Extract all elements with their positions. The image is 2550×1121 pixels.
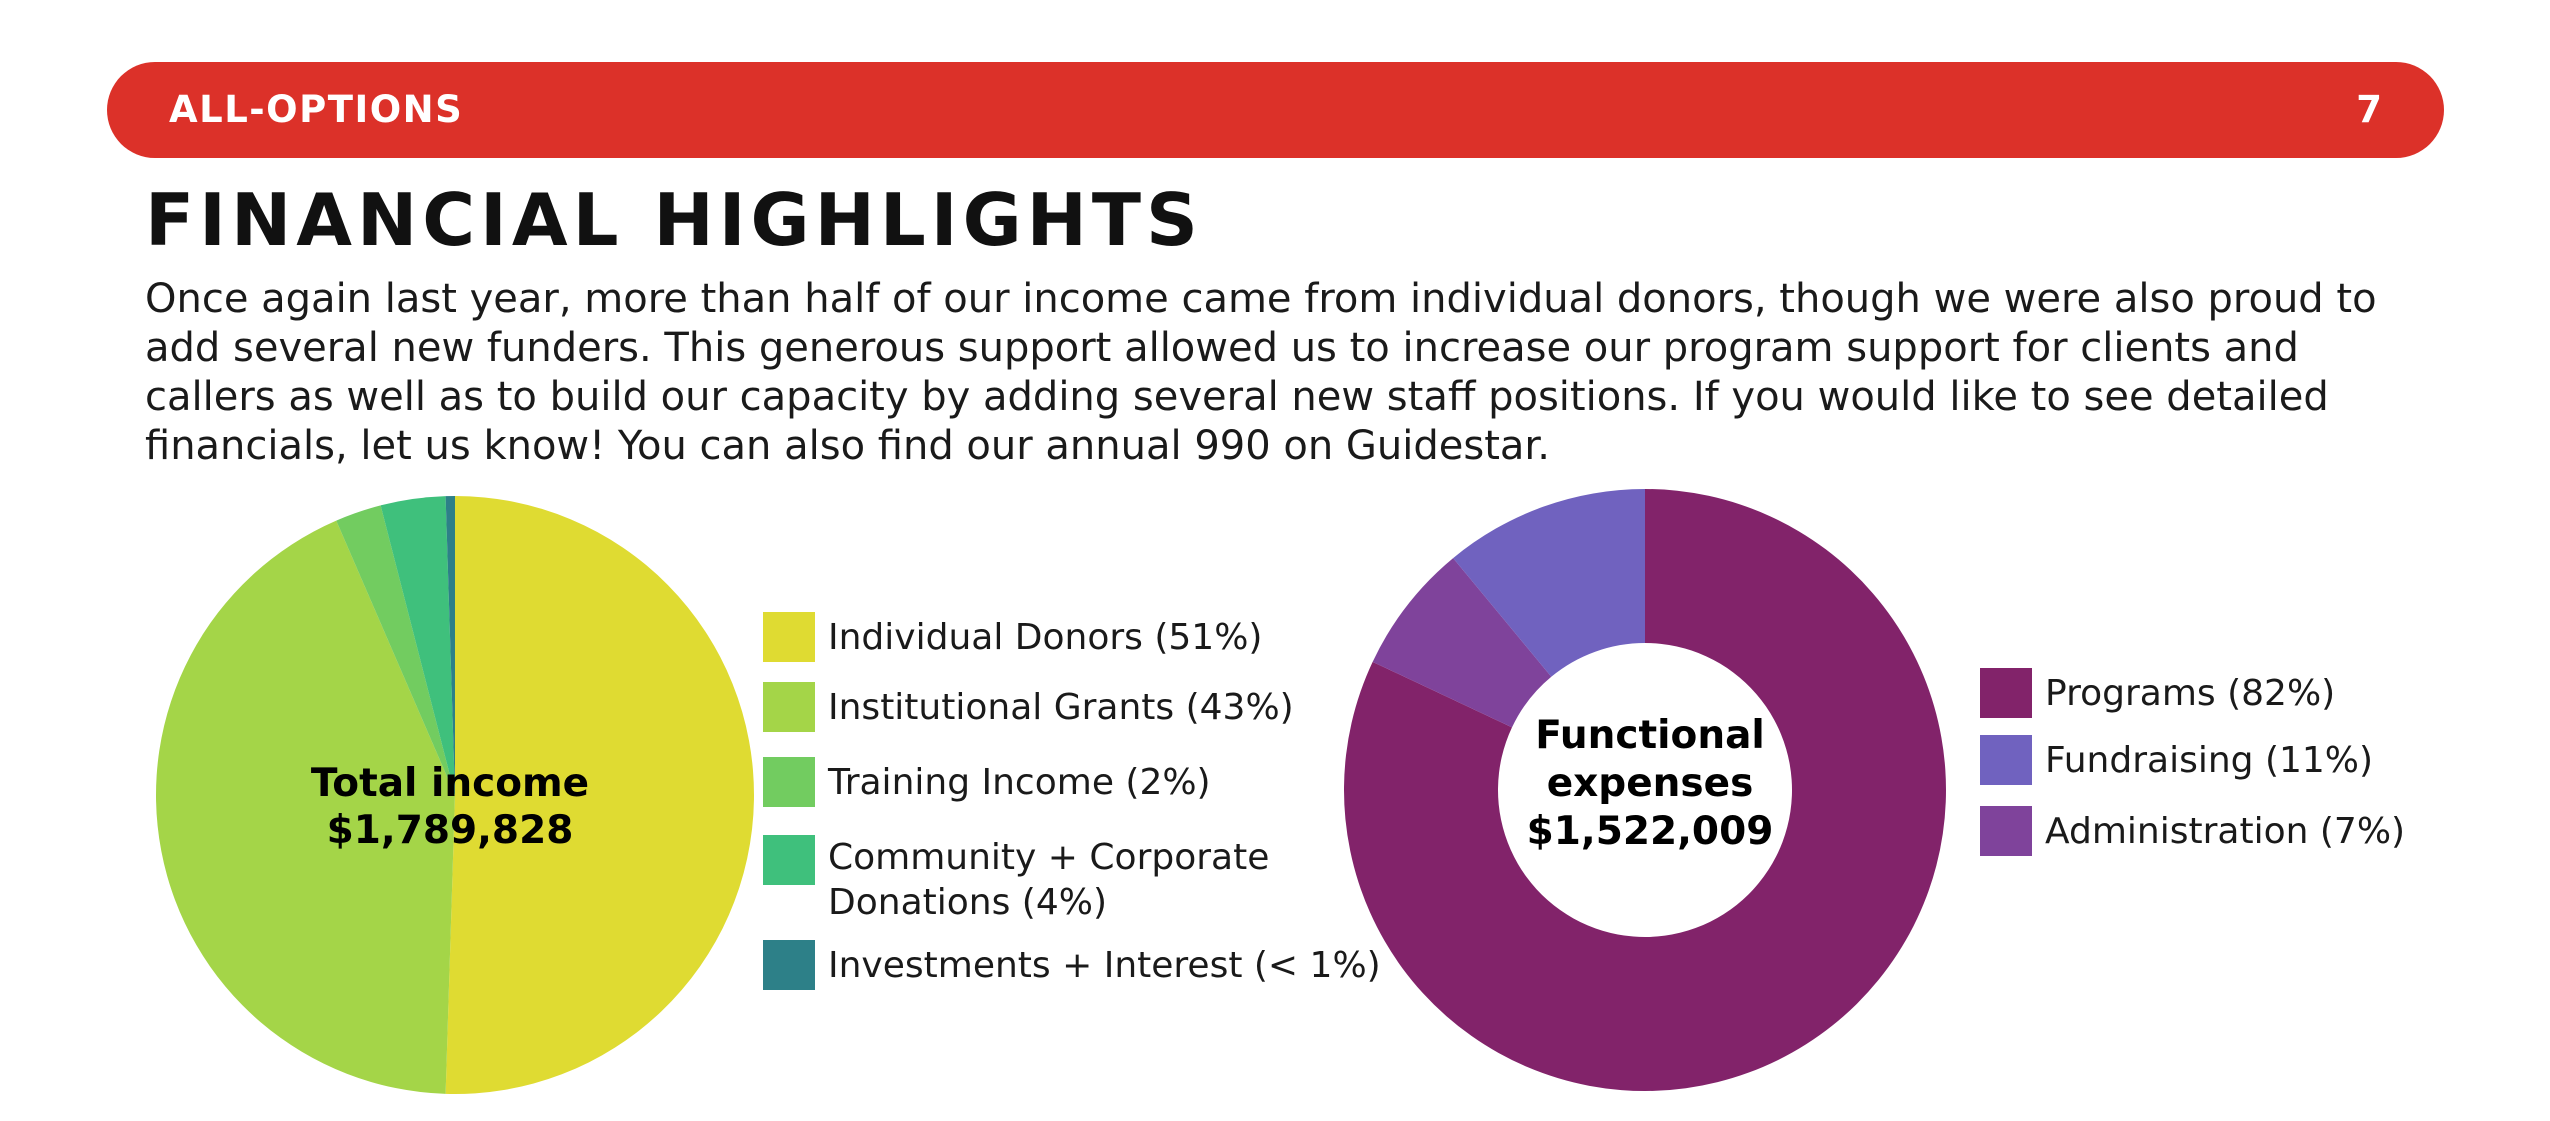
expense-center-label: Functional expenses $1,522,009: [1500, 712, 1800, 856]
income-slice-individual-donors-51: [445, 496, 754, 1094]
expense-slice-administration-7: [1372, 558, 1552, 728]
expense-legend-swatch: [1980, 735, 2032, 785]
income-legend-label: Training Income (2%): [828, 760, 1211, 805]
expense-legend-label: Programs (82%): [2045, 671, 2335, 716]
income-legend-swatch: [763, 835, 815, 885]
income-legend-label: Investments + Interest (< 1%): [828, 943, 1381, 988]
income-legend-label-line: Donations (4%): [828, 882, 1107, 923]
expense-legend-label-line: Administration (7%): [2045, 811, 2406, 852]
expense-donut-chart: [1344, 489, 1946, 1091]
expense-slice-programs-82: [1344, 489, 1946, 1091]
income-center-label: Total income $1,789,828: [300, 760, 600, 854]
intro-paragraph: Once again last year, more than half of …: [145, 276, 2377, 469]
header-section-label: ALL-OPTIONS: [169, 88, 464, 131]
expense-slice-fundraising-11: [1453, 489, 1645, 677]
expense-legend-label: Administration (7%): [2045, 809, 2405, 854]
income-legend-label: Institutional Grants (43%): [828, 685, 1294, 730]
income-legend-label-line: Institutional Grants (43%): [828, 687, 1294, 728]
income-legend-label-line: Community + Corporate: [828, 837, 1270, 878]
income-slice-institutional-grants-43: [156, 520, 455, 1094]
income-legend-label: Individual Donors (51%): [828, 615, 1262, 660]
expense-legend-label-line: Programs (82%): [2045, 673, 2336, 714]
income-legend-swatch: [763, 940, 815, 990]
income-pie-chart: [156, 496, 754, 1094]
income-legend: Individual Donors (51%) Institutional Gra…: [763, 610, 1381, 1010]
expense-center-line-1: Functional: [1535, 713, 1765, 758]
income-slice-training-income-2: [336, 505, 455, 795]
expense-legend-swatch: [1980, 668, 2032, 718]
expense-legend-swatch: [1980, 806, 2032, 856]
income-slice-investments-interest-1: [445, 496, 455, 795]
expense-legend-label-line: Fundraising (11%): [2045, 740, 2374, 781]
income-slice-community-corporate-donations-4: [380, 496, 455, 795]
header-bar: ALL-OPTIONS 7: [107, 62, 2444, 158]
income-legend-label-line: Individual Donors (51%): [828, 617, 1263, 658]
page-title: FINANCIAL HIGHLIGHTS: [145, 178, 1203, 262]
income-legend-swatch: [763, 612, 815, 662]
income-legend-swatch: [763, 757, 815, 807]
income-legend-label-line: Training Income (2%): [828, 762, 1211, 803]
expense-center-total: $1,522,009: [1526, 809, 1774, 854]
income-legend-swatch: [763, 682, 815, 732]
expense-legend: Programs (82%) Fundraising (11%) Administr…: [1980, 666, 2480, 886]
income-center-title: Total income: [310, 761, 590, 806]
income-legend-label-line: Investments + Interest (< 1%): [828, 945, 1381, 986]
income-legend-label: Community + Corporate Donations (4%): [828, 835, 1269, 925]
expense-center-line-2: expenses: [1546, 761, 1754, 806]
page-number: 7: [2356, 88, 2382, 131]
expense-legend-label: Fundraising (11%): [2045, 738, 2373, 783]
income-center-total: $1,789,828: [326, 808, 574, 853]
